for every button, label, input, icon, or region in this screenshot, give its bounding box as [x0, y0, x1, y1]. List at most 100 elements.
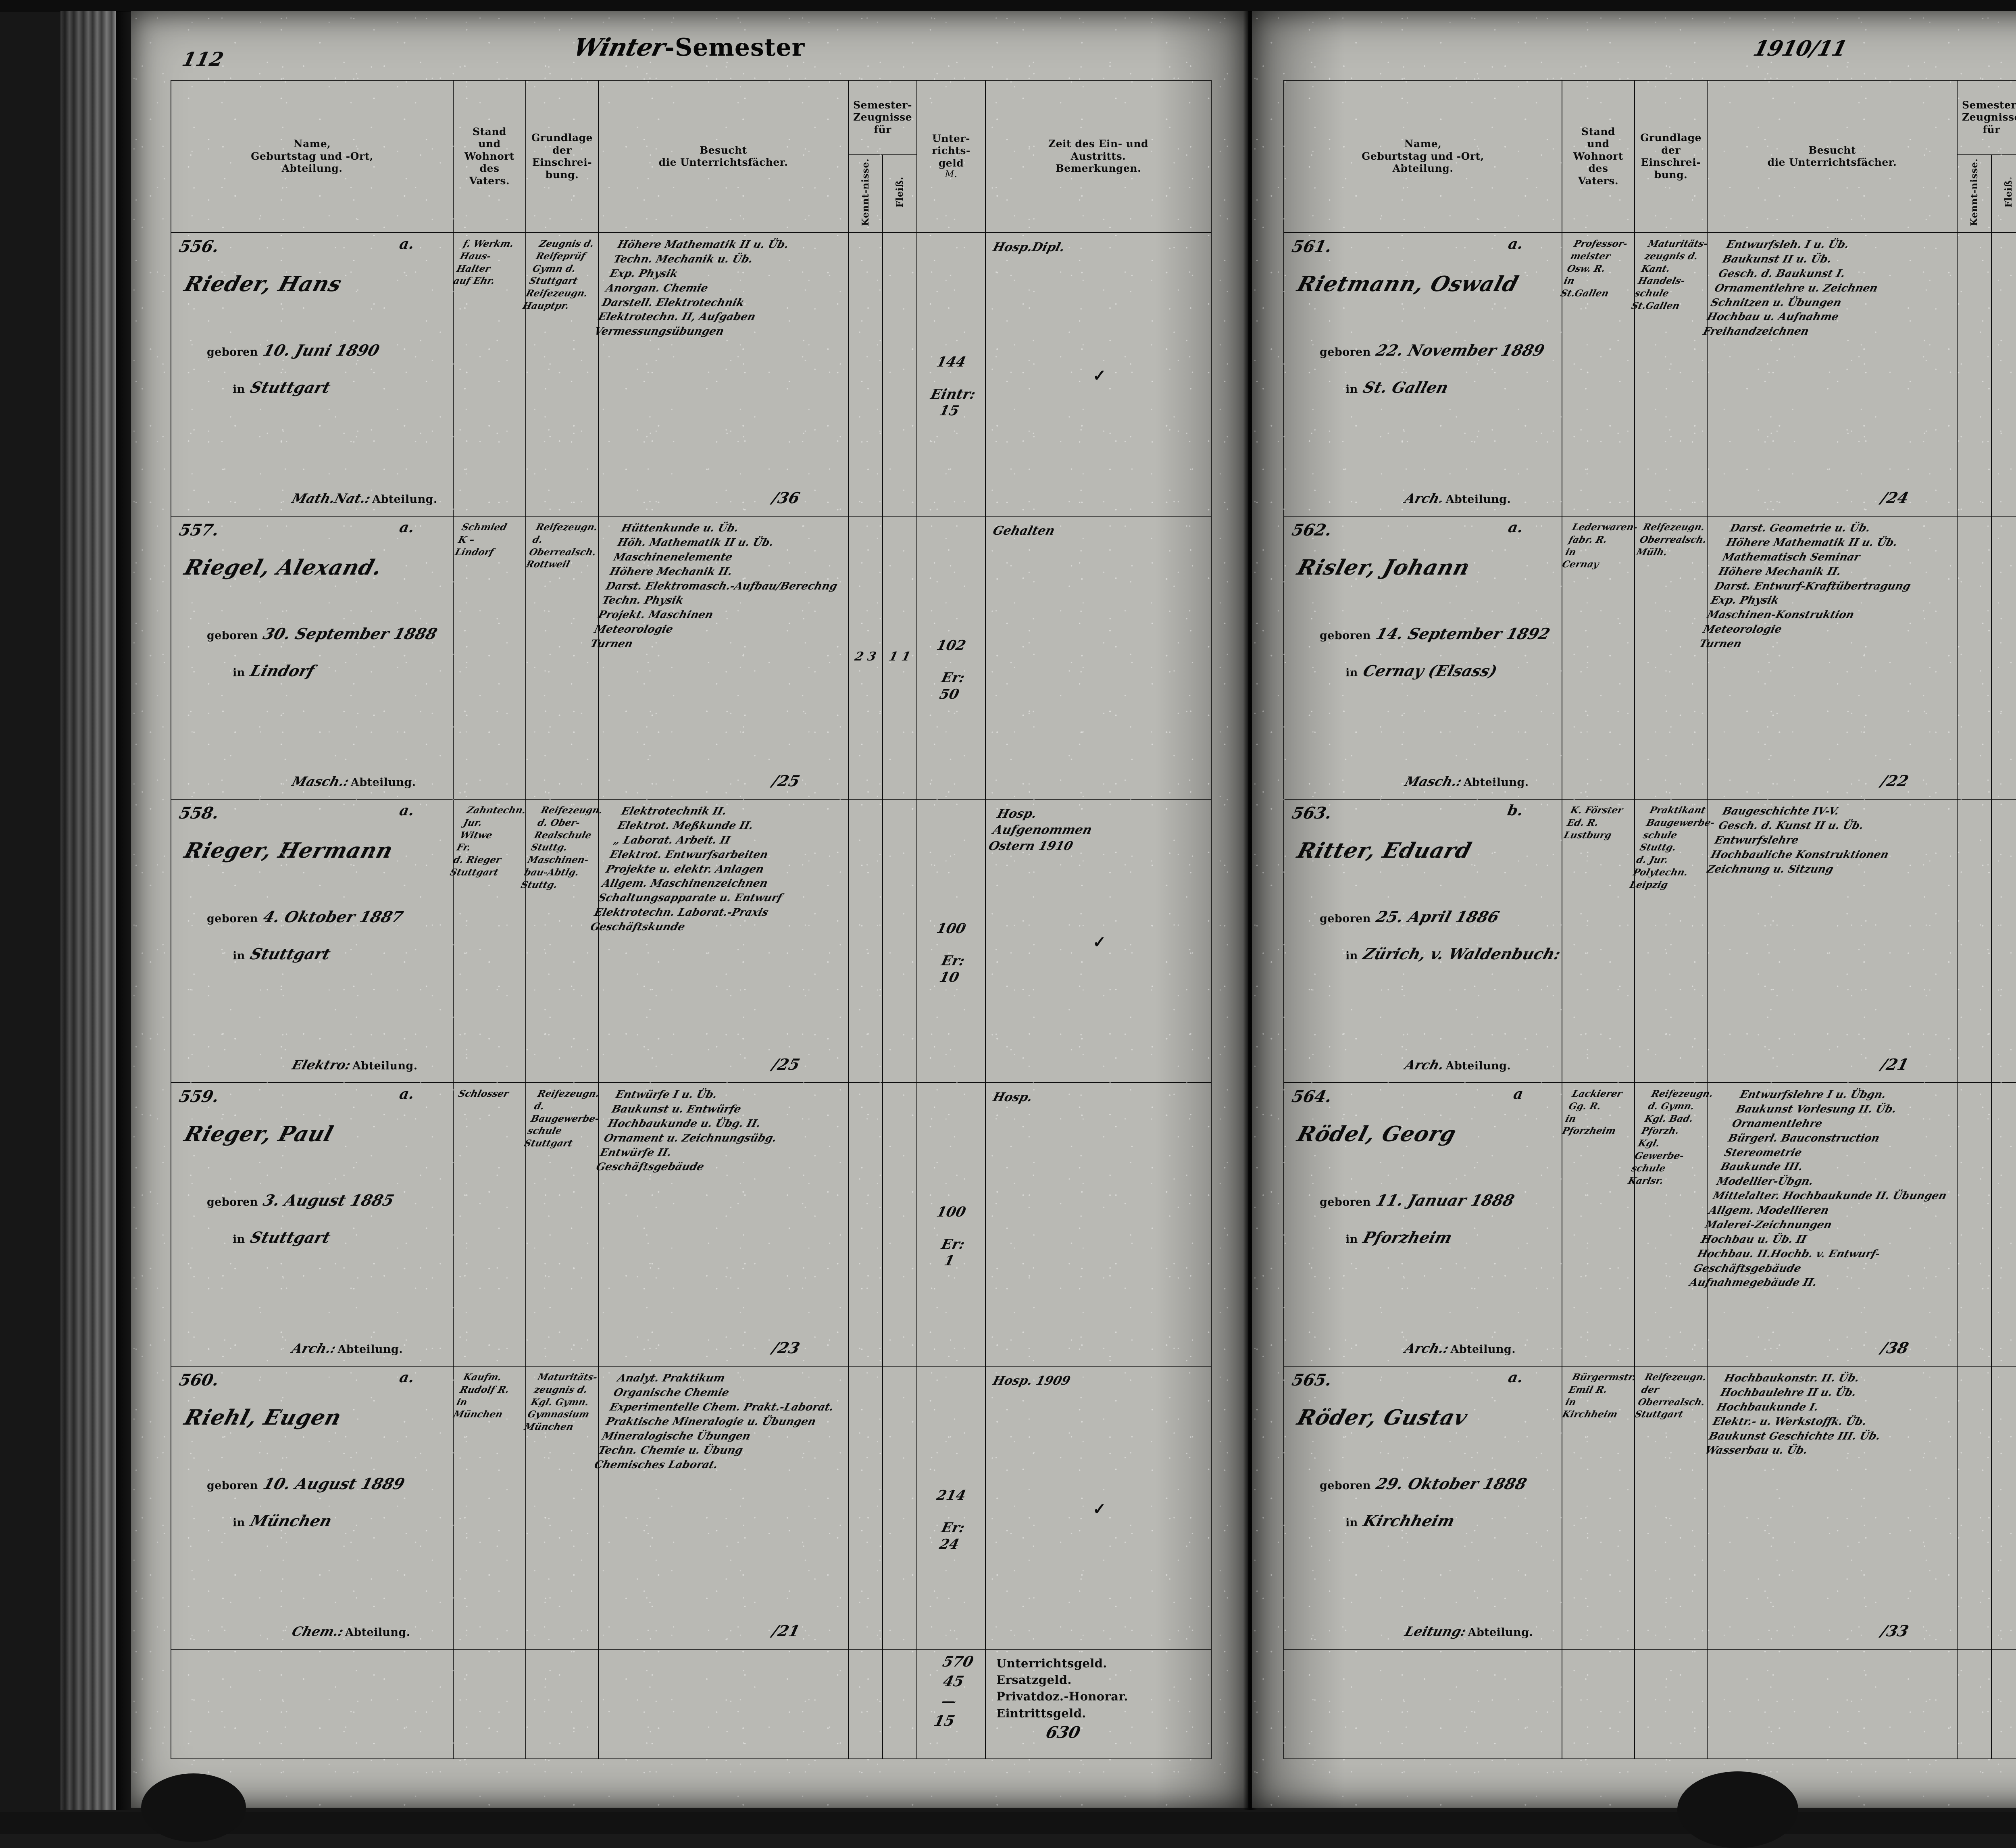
semester-heading: Winter-Semester [131, 33, 1248, 62]
enrollment-basis-text: Reifezeugn. d. Gymn. Kgl. Bad. Pforzh. Kgl. … [1627, 1088, 1715, 1186]
cell-enrollment-basis: Reifezeugn. Oberrealsch. Mülh. [1634, 515, 1708, 800]
enrollment-basis-text: Maturitäts-zeugnis d. Kgl. Gymn. Gymnasium… [523, 1371, 599, 1432]
cell-name-birth-department: 558. a. Rieger, Hermann geboren 4. Oktobe… [171, 799, 454, 1083]
department-line: Elektro: Abteilung. [290, 1057, 418, 1073]
fee-grand-total: 630 [1044, 1723, 1082, 1742]
enrollment-basis-text: Maturitäts-zeugnis d. Kant. Handels-schule… [1630, 238, 1709, 312]
cell-father-status: Kaufm. Rudolf R. in München [452, 1365, 526, 1650]
cell-tuition-fee: 100 Er: 10 [916, 799, 986, 1083]
birth-line: geboren 11. Januar 1888 [1320, 1191, 1516, 1209]
birth-line: geboren 4. Oktober 1887 [207, 908, 406, 926]
birth-place: Zürich, v. Waldenbuch: [1361, 945, 1563, 963]
cell-diligence-mark [1991, 232, 2016, 517]
birth-place: Stuttgart [248, 378, 333, 397]
birth-date: 29. Oktober 1888 [1374, 1474, 1529, 1493]
birth-place: St. Gallen [1361, 378, 1451, 397]
birth-line: geboren 3. August 1885 [207, 1191, 396, 1209]
col-header-tuition-fee: Unter- richts- geld M. [916, 79, 986, 233]
birthplace-line: in München [233, 1511, 334, 1530]
cell-father-status: Professor-meister Osw. R. in St.Gallen [1559, 232, 1635, 517]
knowledge-mark-value: 2 3 [853, 649, 878, 664]
entry-number: 565. [1290, 1370, 1334, 1390]
birth-line: geboren 10. Juni 1890 [207, 341, 381, 359]
table-row: 565. a. Röder, Gustav geboren 29. Oktober… [1283, 1365, 2016, 1650]
col-header-knowledge: Kennt-nisse. [1957, 154, 1992, 233]
entry-number: 561. [1290, 237, 1334, 256]
cell-name-birth-department: 560. a. Riehl, Eugen geboren 10. August 1… [171, 1365, 454, 1650]
birth-line: geboren 10. August 1889 [207, 1475, 407, 1493]
student-name: Rieger, Paul [181, 1121, 337, 1146]
cell-footer-blank-knowledge [848, 1649, 883, 1759]
father-status-text: f. Werkm. Haus- Halter auf Ehr. [452, 238, 515, 287]
cell-name-birth-department: 556. a. Rieder, Hans geboren 10. Juni 189… [171, 232, 454, 517]
cell-knowledge-mark: 2 3 [848, 515, 883, 800]
birth-date: 4. Oktober 1887 [261, 908, 406, 926]
department-line: Arch.: Abteilung. [290, 1341, 403, 1356]
department-value: Arch. [1403, 1057, 1446, 1073]
entry-subletter: b. [1506, 802, 1524, 819]
birthplace-line: in Zürich, v. Waldenbuch: [1345, 945, 1563, 963]
cell-subjects-attended: Elektrotechnik II. Elektrot. Meßkunde II.… [589, 799, 849, 1083]
col-header-enrollment-basis: Grundlage der Einschrei- bung. [525, 79, 599, 233]
cell-name-birth-department: 564. a Rödel, Georg geboren 11. Januar 18… [1283, 1082, 1562, 1367]
subjects-list: Hüttenkunde u. Üb. Höh. Mathematik II u. … [589, 522, 839, 650]
department-line: Chem.: Abteilung. [290, 1624, 410, 1639]
cell-enrollment-basis: Maturitäts-zeugnis d. Kant. Handels-schule… [1630, 232, 1709, 517]
student-name: Ritter, Eduard [1294, 838, 1475, 863]
remarks-text: Hosp. Aufgenommen Ostern 1910 [987, 807, 1094, 854]
remarks-text: Hosp. [991, 1090, 1034, 1104]
birth-place: München [248, 1511, 334, 1530]
cell-enrollment-basis: Reifezeugn. d. Gymn. Kgl. Bad. Pforzh. Kgl. … [1627, 1082, 1714, 1367]
cell-entry-exit-remarks: Hosp. Aufgenommen Ostern 1910 ✓ [985, 799, 1212, 1083]
open-register-book: 112 Winter-Semester [60, 11, 2016, 1848]
subjects-hours-total: /25 [770, 772, 802, 790]
birthplace-line: in St. Gallen [1345, 378, 1451, 397]
subjects-list: Entwurfsleh. I u. Üb. Baukunst II u. Üb. G… [1702, 239, 1879, 338]
cell-tuition-fee: 214 Er: 24 [916, 1365, 986, 1650]
cell-diligence-mark [882, 232, 918, 517]
entry-subletter: a. [398, 802, 416, 819]
department-line: Arch. Abteilung. [1403, 491, 1511, 506]
tuition-fee-amount: 144 [935, 354, 968, 371]
cell-footer-blank-name [1283, 1649, 1562, 1759]
cell-tuition-fee: 102 Er: 50 [916, 515, 986, 800]
cell-knowledge-mark [1957, 232, 1992, 517]
cell-name-birth-department: 563. b. Ritter, Eduard geboren 25. April … [1283, 799, 1563, 1083]
col-header-diligence: Fleiß. [882, 154, 918, 233]
cell-name-birth-department: 565. a. Röder, Gustav geboren 29. Oktober… [1283, 1365, 1562, 1650]
cell-diligence-mark [1991, 799, 2016, 1083]
entry-number: 560. [177, 1370, 221, 1390]
label-in: in [1345, 666, 1358, 679]
label-geboren: geboren [1320, 1479, 1371, 1492]
label-in: in [233, 666, 245, 679]
student-name: Rieder, Hans [181, 272, 345, 297]
cell-diligence-mark [1991, 1082, 2016, 1367]
birth-line: geboren 22. November 1889 [1320, 341, 1547, 359]
cell-diligence-mark [882, 1082, 918, 1367]
right-page: 113 1910/11 [1252, 11, 2016, 1808]
fee-totals-column: 570 45—15 [932, 1653, 975, 1729]
col-header-knowledge: Kennt-nisse. [848, 154, 883, 233]
entry-subletter: a. [398, 235, 416, 253]
subjects-hours-total: /23 [770, 1338, 802, 1357]
binding-shadow [116, 11, 132, 1810]
label-geboren: geboren [207, 1196, 258, 1208]
col-header-subjects: Besucht die Unterrichtsfächer. [598, 79, 849, 233]
entry-subletter: a. [1507, 235, 1524, 253]
entry-number: 563. [1290, 804, 1334, 823]
cell-subjects-attended: Entwurfsleh. I u. Üb. Baukunst II u. Üb. G… [1702, 232, 1958, 517]
tuition-fee-amount: 100 [935, 1204, 968, 1220]
cell-knowledge-mark [1957, 799, 1992, 1083]
table-row: 560. a. Riehl, Eugen geboren 10. August 1… [171, 1365, 1212, 1650]
department-value: Leitung: [1403, 1624, 1468, 1640]
cell-knowledge-mark [848, 799, 883, 1083]
cell-footer-blank-diligence [882, 1649, 918, 1759]
birth-date: 25. April 1886 [1374, 908, 1502, 926]
semester-year-hand: 1910/11 [1751, 36, 1850, 61]
entry-number: 556. [177, 237, 221, 256]
cell-subjects-attended: Hüttenkunde u. Üb. Höh. Mathematik II u. … [589, 515, 849, 800]
col-header-father-status: Stand und Wohnort des Vaters. [1562, 79, 1635, 233]
table-row: 561. a. Rietmann, Oswald geboren 22. Nove… [1283, 232, 2016, 517]
birthplace-line: in Stuttgart [233, 1228, 333, 1246]
label-in: in [233, 950, 245, 963]
